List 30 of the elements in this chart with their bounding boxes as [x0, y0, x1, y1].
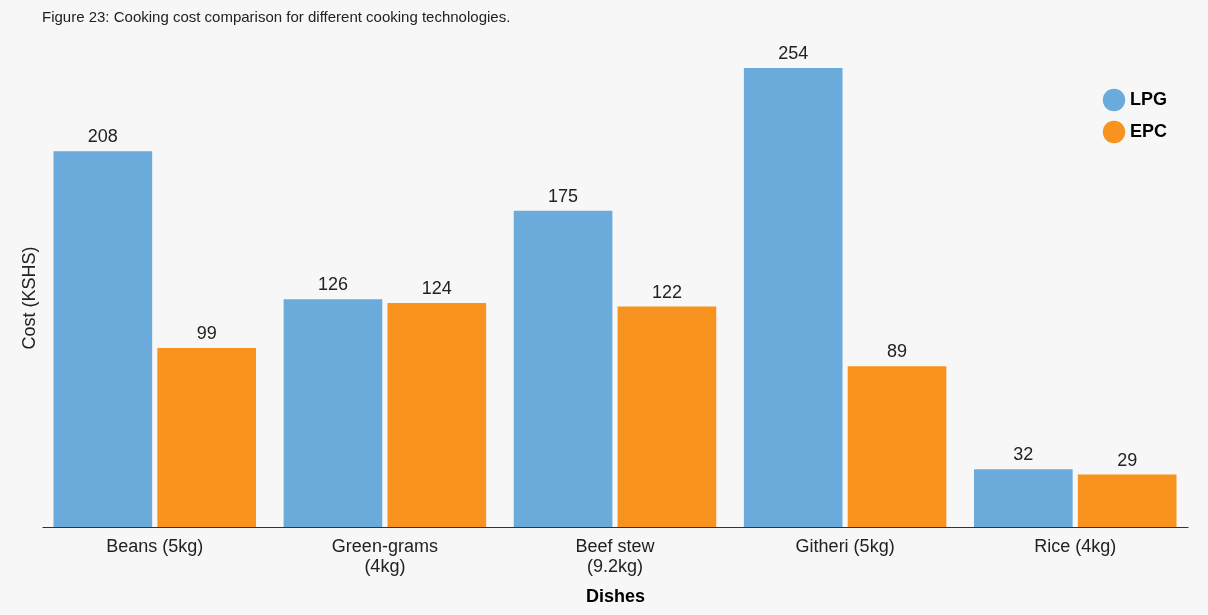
bar — [53, 151, 153, 527]
legend-label: EPC — [1130, 121, 1168, 141]
bar — [1077, 474, 1177, 527]
x-tick-label: Beef stew (9.2kg) — [575, 535, 656, 576]
bar — [513, 210, 613, 527]
bar — [743, 68, 843, 527]
data-label: 122 — [651, 281, 682, 302]
data-label: 89 — [887, 341, 908, 362]
bar — [387, 302, 487, 527]
bar — [847, 366, 947, 527]
x-tick-label: Githeri (5kg) — [795, 535, 895, 556]
x-tick-label: Beans (5kg) — [106, 535, 204, 556]
bar — [283, 299, 383, 527]
data-label: 126 — [317, 274, 348, 295]
data-label: 175 — [548, 185, 579, 206]
x-tick-label: Green-grams (4kg) — [331, 535, 438, 576]
bar — [617, 306, 717, 527]
chart-title: Figure 23: Cooking cost comparison for different cooking technologies. — [42, 8, 511, 25]
data-label: 32 — [1013, 444, 1034, 465]
y-axis-title: Cost (KSHS) — [18, 246, 39, 350]
legend-label: LPG — [1130, 89, 1168, 109]
x-axis-title: Dishes — [585, 585, 646, 606]
data-label: 208 — [87, 126, 118, 147]
bar — [973, 469, 1073, 527]
data-label: 29 — [1117, 449, 1138, 470]
data-label: 254 — [778, 43, 809, 63]
data-label: 99 — [196, 323, 217, 344]
x-tick-label: Rice (4kg) — [1034, 535, 1117, 556]
data-label: 124 — [421, 277, 452, 298]
bar — [157, 348, 257, 527]
